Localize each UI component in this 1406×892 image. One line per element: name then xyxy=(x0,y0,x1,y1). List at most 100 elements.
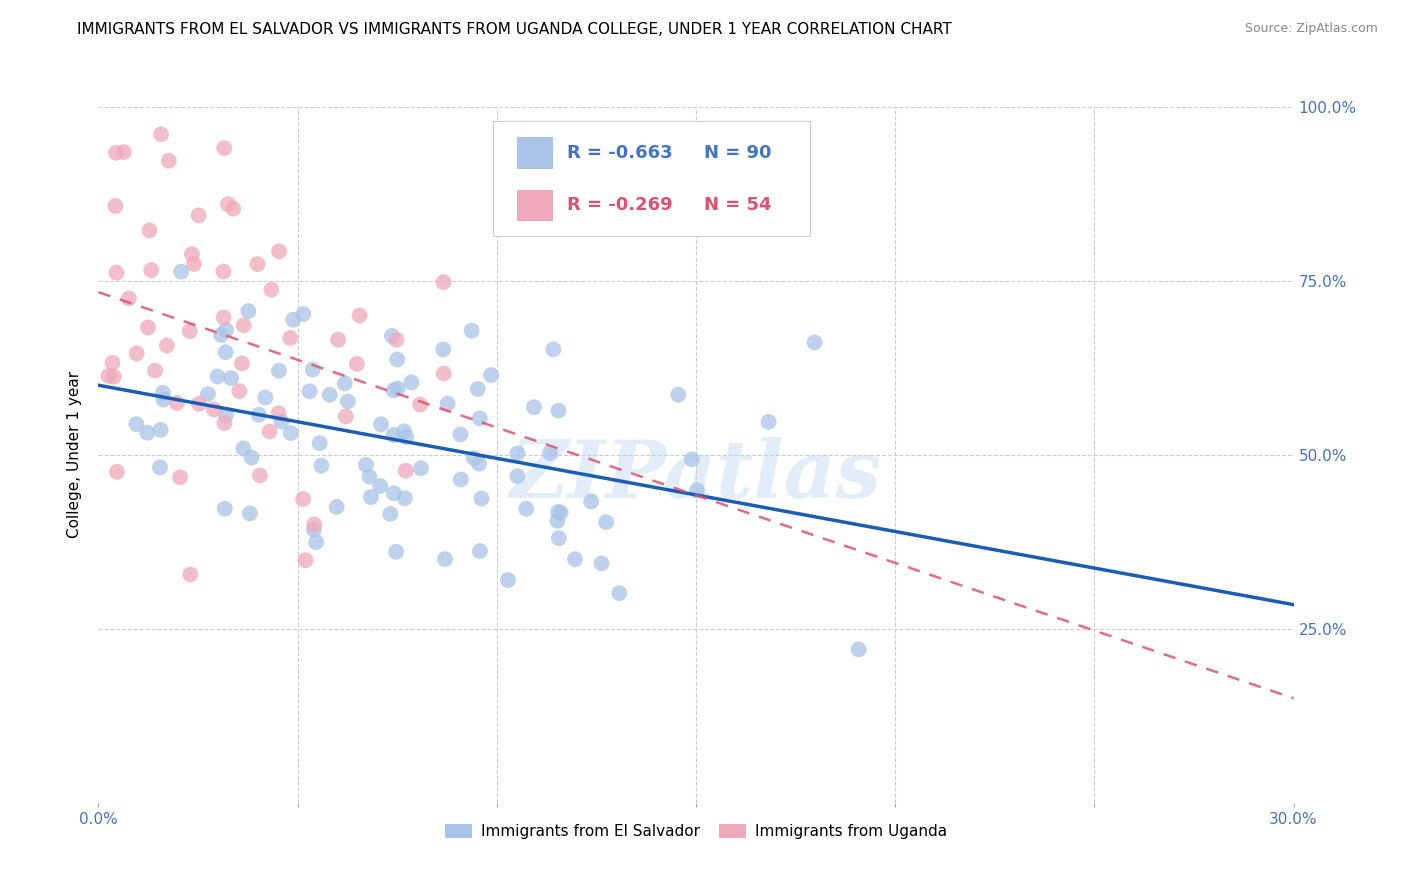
Point xyxy=(125,417,148,432)
Point xyxy=(496,573,519,587)
Point xyxy=(308,436,330,450)
Point xyxy=(169,470,191,484)
Point xyxy=(197,387,219,401)
Point xyxy=(387,382,409,396)
Point xyxy=(270,415,292,429)
Point xyxy=(294,553,316,567)
Point xyxy=(346,357,368,371)
Point xyxy=(382,486,405,500)
Point xyxy=(595,515,617,529)
Bar xyxy=(517,190,553,221)
Point xyxy=(215,409,238,423)
Point xyxy=(432,343,454,357)
Point xyxy=(349,309,371,323)
Point xyxy=(202,402,225,417)
Point xyxy=(468,411,491,425)
Point xyxy=(188,397,211,411)
Point xyxy=(118,291,141,305)
Point xyxy=(215,323,238,337)
Point xyxy=(214,345,236,359)
Point xyxy=(359,469,381,483)
Point xyxy=(515,501,537,516)
Point xyxy=(267,406,290,420)
Point xyxy=(385,333,408,347)
Point xyxy=(564,552,586,566)
Point xyxy=(394,491,416,506)
Text: ZIPatlas: ZIPatlas xyxy=(510,437,882,515)
Point xyxy=(301,362,323,376)
Point xyxy=(547,403,569,417)
Text: R = -0.269: R = -0.269 xyxy=(567,196,672,214)
Point xyxy=(212,141,235,155)
Point xyxy=(382,384,405,398)
Point xyxy=(506,446,529,460)
Point xyxy=(149,423,172,437)
Point xyxy=(105,266,128,280)
Point xyxy=(523,400,546,414)
Point xyxy=(336,394,359,409)
Point xyxy=(579,494,602,508)
Point xyxy=(238,304,260,318)
Point xyxy=(228,384,250,398)
Point xyxy=(302,517,325,532)
Point xyxy=(219,371,242,385)
Text: N = 54: N = 54 xyxy=(704,196,772,214)
Point xyxy=(232,318,254,333)
Point xyxy=(239,507,262,521)
Bar xyxy=(517,137,553,169)
Point xyxy=(385,545,408,559)
Point xyxy=(368,479,391,493)
Point xyxy=(249,468,271,483)
Point xyxy=(292,491,315,506)
FancyBboxPatch shape xyxy=(494,121,810,235)
Point xyxy=(325,500,347,514)
Point xyxy=(381,329,404,343)
Point xyxy=(179,324,201,338)
Point xyxy=(231,356,253,370)
Point xyxy=(292,307,315,321)
Point xyxy=(217,197,239,211)
Point xyxy=(450,427,472,442)
Point xyxy=(436,396,458,410)
Point xyxy=(360,490,382,504)
Point xyxy=(433,552,456,566)
Point xyxy=(254,391,277,405)
Point xyxy=(298,384,321,399)
Point xyxy=(222,202,245,216)
Point xyxy=(479,368,502,383)
Point xyxy=(470,491,492,506)
Point xyxy=(247,408,270,422)
Point xyxy=(354,458,377,472)
Point xyxy=(278,331,301,345)
Point xyxy=(207,369,229,384)
Text: IMMIGRANTS FROM EL SALVADOR VS IMMIGRANTS FROM UGANDA COLLEGE, UNDER 1 YEAR CORR: IMMIGRANTS FROM EL SALVADOR VS IMMIGRANT… xyxy=(77,22,952,37)
Point xyxy=(506,469,529,483)
Point xyxy=(187,208,209,222)
Point xyxy=(382,428,405,442)
Point xyxy=(104,199,127,213)
Point xyxy=(395,430,418,444)
Point xyxy=(104,145,127,160)
Point xyxy=(260,283,283,297)
Point xyxy=(136,320,159,334)
Point xyxy=(409,398,432,412)
Point xyxy=(214,501,236,516)
Point xyxy=(209,328,232,343)
Point xyxy=(212,310,235,325)
Point xyxy=(152,392,174,407)
Point xyxy=(280,425,302,440)
Point xyxy=(259,425,281,439)
Point xyxy=(333,376,356,391)
Point xyxy=(547,505,569,519)
Point xyxy=(311,458,333,473)
Point xyxy=(302,523,325,537)
Point xyxy=(550,506,572,520)
Point xyxy=(212,264,235,278)
Point xyxy=(181,247,204,261)
Text: N = 90: N = 90 xyxy=(704,145,772,162)
Point xyxy=(156,338,179,352)
Point xyxy=(803,335,825,350)
Point xyxy=(686,483,709,498)
Point xyxy=(240,450,263,465)
Point xyxy=(467,382,489,396)
